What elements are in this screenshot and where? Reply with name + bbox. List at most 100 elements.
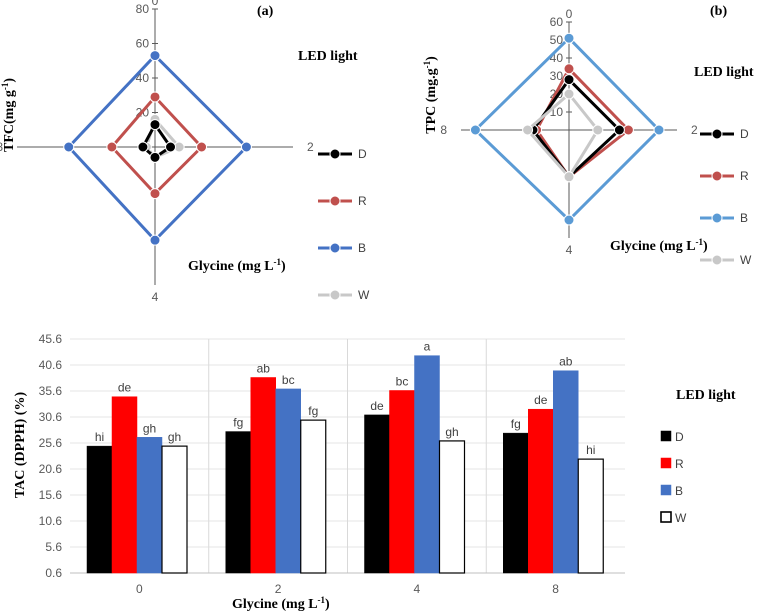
legend-title-a: LED light	[298, 49, 358, 64]
bar-letter-label: de	[534, 393, 548, 407]
legend-label: W	[675, 511, 687, 525]
radar-chart-a: 204060800248	[0, 0, 314, 304]
bar-letter-label: ab	[559, 355, 573, 369]
panel-label-b: (b)	[710, 4, 727, 19]
legend-marker	[711, 170, 723, 182]
data-point	[63, 141, 75, 153]
tick-label: 60	[550, 15, 564, 29]
category-label: 0	[152, 0, 159, 8]
bar-letter-label: fg	[233, 416, 243, 430]
legend-label: D	[675, 430, 684, 444]
category-label: 2	[691, 123, 698, 137]
y-axis-label-b: TPC (mg.g-1)	[422, 56, 439, 134]
bar-B	[414, 355, 440, 574]
bar-letter-label: bc	[282, 373, 295, 387]
bar-W	[300, 419, 327, 574]
data-point	[563, 88, 575, 100]
series-line	[66, 53, 249, 243]
legend-marker	[329, 195, 341, 207]
legend-label: R	[740, 169, 749, 183]
bar-letter-label: gh	[168, 430, 181, 444]
data-point	[149, 188, 161, 200]
bar-D	[503, 432, 529, 574]
y-tick-label: 40.6	[39, 358, 63, 372]
legend-label: B	[358, 241, 366, 255]
data-point	[469, 124, 481, 136]
y-tick-label: 10.6	[39, 514, 63, 528]
legend-label: B	[740, 211, 748, 225]
data-point	[522, 124, 534, 136]
bar-D	[364, 414, 390, 574]
category-label: 4	[566, 243, 573, 257]
legend-marker	[711, 254, 723, 266]
bar-R	[389, 390, 415, 574]
legend-swatch	[660, 430, 672, 442]
legend-swatch	[660, 511, 672, 523]
data-point	[165, 141, 177, 153]
y-tick-label: 30.6	[39, 410, 63, 424]
bar-letter-label: de	[370, 399, 384, 413]
bar-letter-label: gh	[445, 425, 458, 439]
y-tick-label: 20.6	[39, 462, 63, 476]
data-point	[106, 141, 118, 153]
data-point	[149, 91, 161, 103]
data-point	[149, 234, 161, 246]
bar-W	[161, 445, 188, 574]
legend-marker	[329, 289, 341, 301]
data-point	[240, 141, 252, 153]
y-tick-label: 25.6	[39, 436, 63, 450]
category-label: 2	[307, 140, 314, 154]
series-line	[109, 94, 204, 196]
series-W	[522, 88, 604, 183]
series-R	[106, 91, 208, 200]
bar-R	[111, 396, 138, 574]
category-label: 8	[440, 123, 447, 137]
data-point	[149, 119, 161, 131]
legend-label: B	[675, 484, 683, 498]
legend-label: D	[358, 147, 367, 161]
bar-letter-label: fg	[511, 417, 521, 431]
bar-letter-label: fg	[308, 404, 318, 418]
bar-letter-label: a	[424, 340, 431, 354]
legend-label: R	[358, 194, 367, 208]
legend-label: D	[740, 127, 749, 141]
category-label: 4	[152, 290, 159, 304]
data-point	[137, 141, 149, 153]
y-tick-label: 45.6	[39, 332, 63, 346]
data-point	[563, 171, 575, 183]
y-axis-label-a: TFC(mg g-1)	[0, 78, 17, 152]
legend-marker	[329, 148, 341, 160]
bar-W	[438, 440, 466, 574]
x-axis-label-b: Glycine (mg L-1)	[610, 237, 708, 254]
bar-B	[553, 370, 579, 574]
legend-marker	[711, 212, 723, 224]
legend-swatch	[660, 484, 672, 496]
data-point	[196, 141, 208, 153]
legend-title-b: LED light	[694, 65, 754, 80]
y-tick-label: 0.6	[45, 566, 62, 580]
tick-label: 60	[136, 37, 150, 51]
series-B	[63, 50, 252, 246]
legend-marker	[711, 128, 723, 140]
data-point	[149, 151, 161, 163]
bar-W	[577, 458, 604, 574]
x-axis-label-bar: Glycine (mg L-1)	[232, 595, 330, 612]
legend-b: D R B W	[700, 127, 752, 267]
legend-swatch	[660, 457, 672, 469]
bar-B	[136, 437, 163, 574]
legend-label: W	[740, 253, 752, 267]
tick-label: 80	[136, 2, 150, 16]
bar-D	[225, 431, 251, 574]
legend-a: D R B W	[318, 147, 370, 302]
bar-letter-label: hi	[95, 430, 104, 444]
series-line	[531, 77, 622, 180]
bar-R	[528, 408, 554, 574]
legend-title-bar: LED light	[676, 388, 736, 403]
legend-label: R	[675, 457, 684, 471]
bar-letter-label: de	[118, 381, 132, 395]
series-B	[469, 32, 665, 226]
bar-R	[250, 377, 276, 574]
